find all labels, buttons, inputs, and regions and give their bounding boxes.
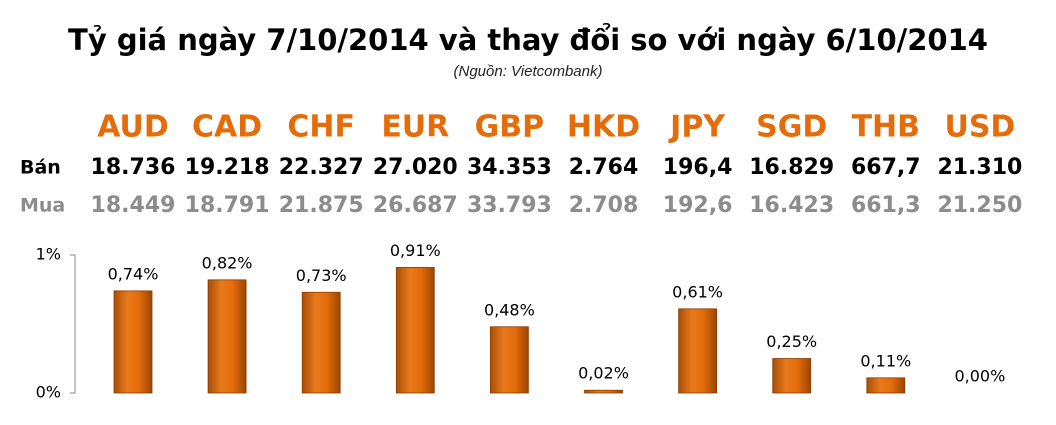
value-label: 0,48% bbox=[484, 300, 535, 319]
rate-cell: 19.218 bbox=[185, 155, 270, 180]
currency-code: CAD bbox=[192, 110, 262, 145]
value-label: 0,02% bbox=[578, 364, 629, 383]
currency-code: SGD bbox=[756, 110, 827, 145]
rate-cell: 34.353 bbox=[467, 155, 552, 180]
value-label: 0,74% bbox=[108, 264, 159, 283]
rate-cell: 192,6 bbox=[663, 193, 733, 218]
bar bbox=[489, 326, 529, 394]
currency-code: HKD bbox=[567, 110, 640, 145]
currency-code: THB bbox=[852, 110, 920, 145]
rate-cell: 661,3 bbox=[851, 193, 921, 218]
value-label: 0,11% bbox=[860, 351, 911, 370]
row-label: Bán bbox=[20, 157, 61, 179]
rate-cell: 667,7 bbox=[851, 155, 921, 180]
rate-cell: 16.829 bbox=[749, 155, 834, 180]
bar bbox=[113, 290, 153, 394]
rate-cell: 27.020 bbox=[373, 155, 458, 180]
currency-code: USD bbox=[944, 110, 1015, 145]
bar bbox=[866, 377, 906, 394]
bar bbox=[395, 267, 435, 394]
rate-cell: 21.875 bbox=[279, 193, 364, 218]
bar bbox=[207, 279, 247, 394]
value-label: 0,91% bbox=[390, 241, 441, 260]
bar bbox=[301, 291, 341, 394]
currency-code: JPY bbox=[668, 110, 726, 145]
value-label: 0,25% bbox=[766, 332, 817, 351]
rate-cell: 2.708 bbox=[569, 193, 639, 218]
rate-cell: 18.791 bbox=[185, 193, 270, 218]
y-tick-label: 1% bbox=[36, 245, 61, 264]
value-label: 0,61% bbox=[672, 282, 723, 301]
currency-code: GBP bbox=[475, 110, 544, 145]
currency-code: CHF bbox=[287, 110, 355, 145]
rate-cell: 26.687 bbox=[373, 193, 458, 218]
source: (Nguồn: Vietcombank) bbox=[454, 63, 603, 80]
rate-cell: 18.449 bbox=[91, 193, 176, 218]
row-label: Mua bbox=[20, 195, 65, 217]
bar bbox=[772, 358, 812, 394]
currency-code: EUR bbox=[381, 110, 449, 145]
rate-cell: 18.736 bbox=[91, 155, 176, 180]
currency-code: AUD bbox=[97, 110, 169, 145]
rate-cell: 21.250 bbox=[937, 193, 1022, 218]
rate-cell: 21.310 bbox=[937, 155, 1022, 180]
y-tick-label: 0% bbox=[36, 383, 61, 402]
rate-cell: 2.764 bbox=[569, 155, 639, 180]
rate-cell: 22.327 bbox=[279, 155, 364, 180]
rate-cell: 33.793 bbox=[467, 193, 552, 218]
rate-cell: 16.423 bbox=[749, 193, 834, 218]
value-label: 0,82% bbox=[202, 253, 253, 272]
value-label: 0,73% bbox=[296, 266, 347, 285]
rate-cell: 196,4 bbox=[663, 155, 733, 180]
chart-title: Tỷ giá ngày 7/10/2014 và thay đổi so với… bbox=[68, 23, 988, 57]
value-label: 0,00% bbox=[954, 367, 1005, 386]
bar bbox=[678, 308, 717, 394]
bar bbox=[584, 389, 623, 394]
